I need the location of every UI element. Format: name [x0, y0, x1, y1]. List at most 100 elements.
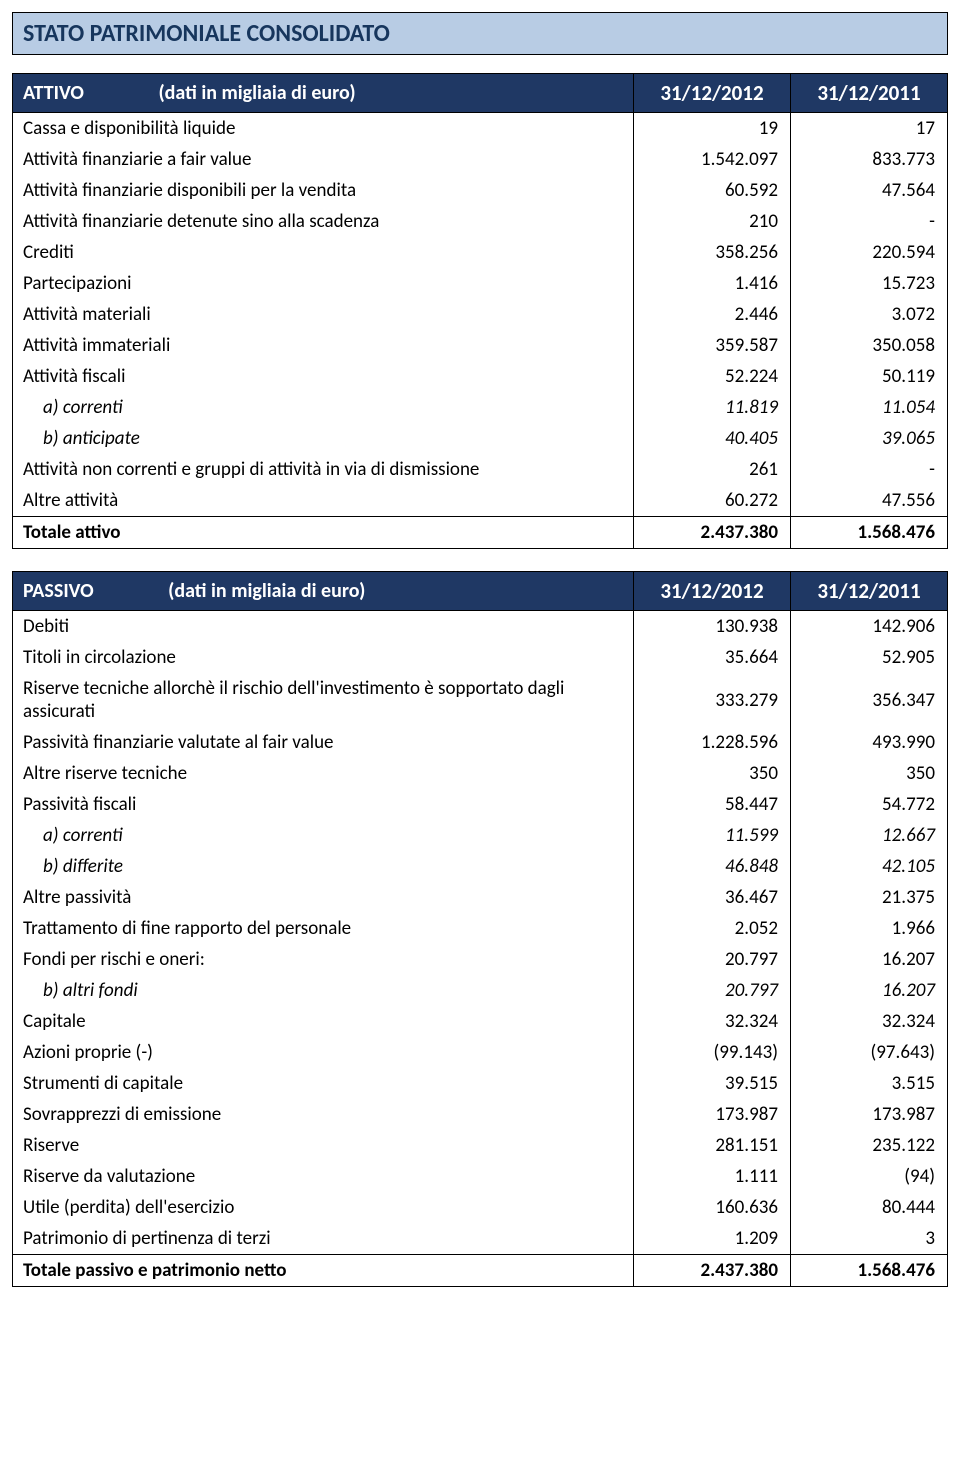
- row-label: Attività materiali: [13, 299, 634, 330]
- attivo-total-row: Totale attivo 2.437.380 1.568.476: [13, 517, 948, 549]
- row-value-2011: 52.905: [791, 642, 948, 673]
- table-row: Debiti130.938142.906: [13, 611, 948, 643]
- row-value-2012: 2.052: [634, 913, 791, 944]
- row-value-2011: 1.966: [791, 913, 948, 944]
- row-label: Strumenti di capitale: [13, 1068, 634, 1099]
- table-row: Attività finanziarie disponibili per la …: [13, 175, 948, 206]
- table-row: b) altri fondi20.79716.207: [13, 975, 948, 1006]
- table-row: Riserve da valutazione1.111(94): [13, 1161, 948, 1192]
- row-label: Passività fiscali: [13, 789, 634, 820]
- passivo-header: PASSIVO (dati in migliaia di euro): [13, 572, 634, 611]
- row-value-2011: 12.667: [791, 820, 948, 851]
- row-value-2012: 60.272: [634, 485, 791, 517]
- table-row: Patrimonio di pertinenza di terzi1.2093: [13, 1223, 948, 1255]
- row-value-2012: 11.819: [634, 392, 791, 423]
- row-label: Partecipazioni: [13, 268, 634, 299]
- table-row: Trattamento di fine rapporto del persona…: [13, 913, 948, 944]
- row-value-2011: -: [791, 454, 948, 485]
- row-label: Debiti: [13, 611, 634, 643]
- row-value-2012: 2.446: [634, 299, 791, 330]
- table-row: Cassa e disponibilità liquide1917: [13, 113, 948, 145]
- table-row: a) correnti11.59912.667: [13, 820, 948, 851]
- row-value-2011: 39.065: [791, 423, 948, 454]
- row-label: Riserve tecniche allorchè il rischio del…: [13, 673, 634, 727]
- row-value-2012: 1.416: [634, 268, 791, 299]
- row-value-2011: 350: [791, 758, 948, 789]
- passivo-total-label: Totale passivo e patrimonio netto: [13, 1255, 634, 1287]
- table-row: Fondi per rischi e oneri:20.79716.207: [13, 944, 948, 975]
- row-value-2012: 261: [634, 454, 791, 485]
- passivo-total-v2: 1.568.476: [791, 1255, 948, 1287]
- row-value-2011: 220.594: [791, 237, 948, 268]
- row-value-2012: 1.228.596: [634, 727, 791, 758]
- table-row: Attività finanziarie a fair value1.542.0…: [13, 144, 948, 175]
- row-value-2012: 358.256: [634, 237, 791, 268]
- row-label: Riserve da valutazione: [13, 1161, 634, 1192]
- table-row: Attività immateriali359.587350.058: [13, 330, 948, 361]
- row-value-2011: 3.072: [791, 299, 948, 330]
- row-value-2012: 1.542.097: [634, 144, 791, 175]
- attivo-table: ATTIVO (dati in migliaia di euro) 31/12/…: [12, 73, 948, 549]
- row-value-2012: 52.224: [634, 361, 791, 392]
- row-value-2012: 46.848: [634, 851, 791, 882]
- col-2012: 31/12/2012: [634, 74, 791, 113]
- row-value-2011: 80.444: [791, 1192, 948, 1223]
- row-value-2012: 19: [634, 113, 791, 145]
- row-value-2012: 333.279: [634, 673, 791, 727]
- attivo-total-label: Totale attivo: [13, 517, 634, 549]
- row-label: Altre riserve tecniche: [13, 758, 634, 789]
- row-label: Riserve: [13, 1130, 634, 1161]
- row-value-2011: 173.987: [791, 1099, 948, 1130]
- row-value-2012: 11.599: [634, 820, 791, 851]
- row-value-2011: 16.207: [791, 944, 948, 975]
- row-label: Altre passività: [13, 882, 634, 913]
- table-row: Partecipazioni1.41615.723: [13, 268, 948, 299]
- row-label: a) correnti: [13, 820, 634, 851]
- row-value-2012: 58.447: [634, 789, 791, 820]
- row-label: Cassa e disponibilità liquide: [13, 113, 634, 145]
- table-row: Attività fiscali52.22450.119: [13, 361, 948, 392]
- row-label: Sovrapprezzi di emissione: [13, 1099, 634, 1130]
- row-value-2011: 833.773: [791, 144, 948, 175]
- row-value-2011: 493.990: [791, 727, 948, 758]
- row-label: Crediti: [13, 237, 634, 268]
- table-row: Altre riserve tecniche350350: [13, 758, 948, 789]
- row-value-2012: 359.587: [634, 330, 791, 361]
- row-value-2011: 235.122: [791, 1130, 948, 1161]
- row-value-2012: 36.467: [634, 882, 791, 913]
- row-value-2012: 35.664: [634, 642, 791, 673]
- table-row: Attività non correnti e gruppi di attivi…: [13, 454, 948, 485]
- row-value-2011: 15.723: [791, 268, 948, 299]
- row-value-2012: 281.151: [634, 1130, 791, 1161]
- row-label: Titoli in circolazione: [13, 642, 634, 673]
- row-label: Attività finanziarie detenute sino alla …: [13, 206, 634, 237]
- table-row: Titoli in circolazione35.66452.905: [13, 642, 948, 673]
- passivo-total-v1: 2.437.380: [634, 1255, 791, 1287]
- row-label: Attività finanziarie disponibili per la …: [13, 175, 634, 206]
- row-label: a) correnti: [13, 392, 634, 423]
- row-value-2011: 142.906: [791, 611, 948, 643]
- row-value-2012: 350: [634, 758, 791, 789]
- table-row: a) correnti11.81911.054: [13, 392, 948, 423]
- attivo-total-v1: 2.437.380: [634, 517, 791, 549]
- row-label: Trattamento di fine rapporto del persona…: [13, 913, 634, 944]
- row-value-2012: 130.938: [634, 611, 791, 643]
- attivo-header-sub: (dati in migliaia di euro): [158, 81, 355, 105]
- row-label: Utile (perdita) dell'esercizio: [13, 1192, 634, 1223]
- attivo-header: ATTIVO (dati in migliaia di euro): [13, 74, 634, 113]
- row-label: Passività finanziarie valutate al fair v…: [13, 727, 634, 758]
- row-label: Attività finanziarie a fair value: [13, 144, 634, 175]
- row-value-2011: (97.643): [791, 1037, 948, 1068]
- row-value-2011: 350.058: [791, 330, 948, 361]
- row-value-2011: 3: [791, 1223, 948, 1255]
- table-row: Altre attività60.27247.556: [13, 485, 948, 517]
- row-value-2011: 42.105: [791, 851, 948, 882]
- table-row: b) anticipate40.40539.065: [13, 423, 948, 454]
- row-label: Patrimonio di pertinenza di terzi: [13, 1223, 634, 1255]
- row-value-2012: (99.143): [634, 1037, 791, 1068]
- passivo-header-sub: (dati in migliaia di euro): [168, 579, 365, 603]
- col-2011: 31/12/2011: [791, 74, 948, 113]
- passivo-header-label: PASSIVO: [23, 579, 94, 603]
- col-2012: 31/12/2012: [634, 572, 791, 611]
- table-row: Azioni proprie (-)(99.143)(97.643): [13, 1037, 948, 1068]
